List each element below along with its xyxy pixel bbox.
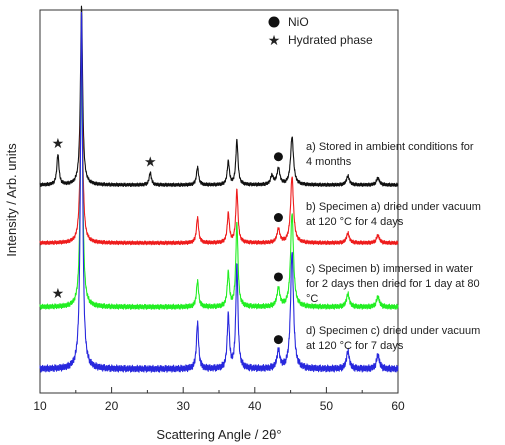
pattern-line-a [39, 5, 399, 188]
legend-label-nio: NiO [288, 15, 309, 29]
nio-peak-marker-icon [273, 152, 283, 162]
x-tick-label: 20 [105, 399, 119, 413]
annotation-d-line: d) Specimen c) dried under vacuum [306, 325, 480, 337]
x-tick-label: 60 [391, 399, 405, 413]
x-tick-label: 30 [177, 399, 191, 413]
nio-peak-marker-icon [273, 335, 283, 345]
hydrated-phase-star-icon: ★ [144, 153, 157, 169]
nio-peak-marker-icon [273, 272, 283, 282]
x-axis-ticks: 10 20 30 40 50 60 [33, 387, 405, 413]
pattern-line-c [39, 45, 399, 310]
hydrated-phase-star-icon: ★ [52, 285, 65, 301]
hydrated-phase-star-icon: ★ [52, 135, 65, 151]
annotation-c-line: for 2 days then dried for 1 day at 80 [306, 278, 480, 290]
peak-marker-layer: ★ ★ ★ [52, 135, 283, 345]
y-axis-title: Intensity / Arb. units [4, 143, 19, 257]
annotation-d-line: at 120 °C for 7 days [306, 340, 404, 352]
pattern-line-b [39, 46, 399, 246]
legend-label-hydrated-phase: Hydrated phase [288, 33, 373, 47]
legend: NiO ★ Hydrated phase [268, 15, 373, 48]
x-tick-label: 40 [248, 399, 262, 413]
annotation-c-line: °C [306, 293, 318, 305]
annotation-b-line: at 120 °C for 4 days [306, 216, 404, 228]
legend-circle-icon [268, 16, 280, 28]
annotation-c-line: c) Specimen b) immersed in water [306, 263, 473, 275]
pattern-line-d [39, 11, 399, 373]
x-tick-label: 50 [320, 399, 334, 413]
annotation-layer: a) Stored in ambient conditions for 4 mon… [306, 141, 481, 352]
series-layer [39, 5, 399, 373]
annotation-a-line: 4 months [306, 156, 352, 168]
legend-star-icon: ★ [268, 32, 281, 48]
annotation-a-line: a) Stored in ambient conditions for [306, 141, 474, 153]
x-tick-label: 10 [33, 399, 47, 413]
annotation-b-line: b) Specimen a) dried under vacuum [306, 201, 481, 213]
x-axis-title: Scattering Angle / 2θ° [156, 427, 281, 442]
nio-peak-marker-icon [273, 213, 283, 223]
